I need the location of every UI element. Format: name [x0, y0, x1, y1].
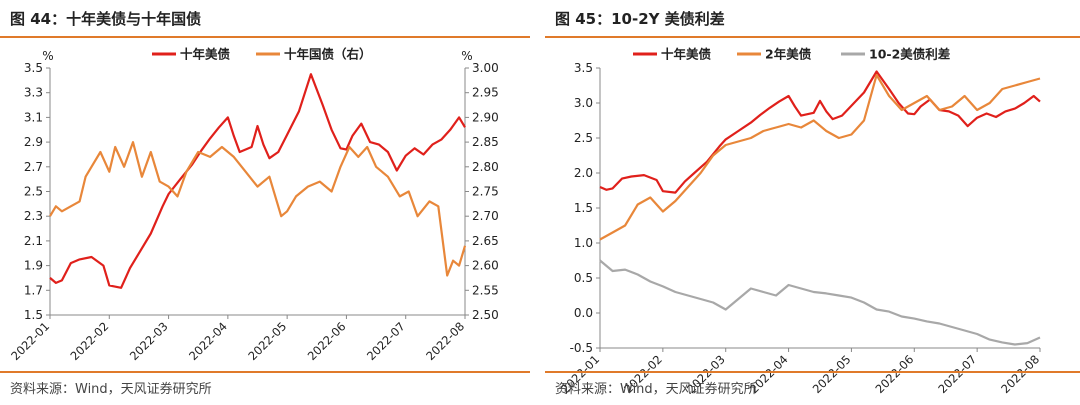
y-tick-label: 2.5 — [24, 185, 43, 199]
y-tick-label: 1.7 — [24, 283, 43, 297]
y-tick-label: 1.5 — [574, 201, 593, 215]
y-unit-label: % — [42, 49, 53, 63]
x-tick-label: 2022-08 — [423, 319, 467, 363]
y-tick-label: -0.5 — [570, 341, 593, 355]
series-line-2 — [49, 141, 467, 277]
y2-tick-label: 2.90 — [472, 110, 499, 124]
x-tick-label: 2022-08 — [998, 352, 1042, 396]
figure-title: 图 45：10-2Y 美债利差 — [555, 10, 725, 28]
y2-tick-label: 2.80 — [472, 160, 499, 174]
series-line-1 — [49, 73, 466, 289]
series-line-3 — [599, 259, 1041, 346]
legend-label-2: 2年美债 — [765, 47, 812, 62]
x-tick-label: 2022-04 — [186, 319, 230, 363]
y-tick-label: 0.0 — [574, 306, 593, 320]
y2-tick-label: 2.60 — [472, 259, 499, 273]
y-tick-label: 0.5 — [574, 271, 593, 285]
y-tick-label: 3.5 — [574, 61, 593, 75]
source-note: 资料来源：Wind，天风证券研究所 — [10, 382, 212, 397]
figure-title: 图 44：十年美债与十年国债 — [10, 10, 202, 28]
chart-10y-ust-vs-cgb: 1.5 1.7 1.9 2.1 2.3 2.5 2.7 2.9 3.1 3.3 3.5 2.50 2.5… — [8, 47, 499, 364]
y-tick-label: 3.1 — [24, 110, 43, 124]
legend-label-1: 十年美债 — [661, 47, 712, 62]
x-tick-label: 2022-02 — [68, 319, 112, 363]
y2-tick-label: 2.70 — [472, 209, 499, 223]
y2-tick-label: 2.50 — [472, 308, 499, 322]
series-line-1 — [599, 70, 1041, 194]
x-tick-label: 2022-05 — [810, 352, 854, 396]
legend-label-3: 10-2美债利差 — [869, 47, 950, 62]
x-tick-label: 2022-07 — [364, 319, 408, 363]
title-rule — [0, 36, 530, 38]
y2-tick-label: 2.85 — [472, 135, 499, 149]
source-rule — [0, 371, 530, 373]
x-tick-label: 2022-06 — [305, 319, 349, 363]
x-tick-label: 2022-03 — [127, 319, 171, 363]
y-tick-label: 2.1 — [24, 234, 43, 248]
y-tick-label: 3.3 — [24, 86, 43, 100]
x-tick-label: 2022-01 — [8, 319, 52, 363]
y-tick-label: 2.0 — [574, 166, 593, 180]
y2-tick-label: 2.75 — [472, 185, 499, 199]
y2-unit-label: % — [461, 49, 472, 63]
legend-label-1: 十年美债 — [180, 47, 231, 62]
y2-tick-label: 2.65 — [472, 234, 499, 248]
y2-tick-label: 2.55 — [472, 283, 499, 297]
legend-label-2: 十年国债（右） — [284, 47, 372, 62]
y-tick-label: 1.0 — [574, 236, 593, 250]
y2-tick-label: 3.00 — [472, 61, 499, 75]
y2-tick-label: 2.95 — [472, 86, 499, 100]
y-tick-label: 2.5 — [574, 131, 593, 145]
y-tick-label: 2.9 — [24, 135, 43, 149]
y-tick-label: 2.3 — [24, 209, 43, 223]
x-tick-label: 2022-06 — [873, 352, 917, 396]
y-tick-label: 1.9 — [24, 259, 43, 273]
title-rule — [545, 36, 1080, 38]
y-tick-label: 2.7 — [24, 160, 43, 174]
source-rule — [545, 371, 1080, 373]
x-tick-label: 2022-07 — [935, 352, 979, 396]
y-tick-label: 3.5 — [24, 61, 43, 75]
source-note: 资料来源：Wind，天风证券研究所 — [555, 382, 757, 397]
y-tick-label: 1.5 — [24, 308, 43, 322]
chart-panel-left: 图 44：十年美债与十年国债 1.5 1.7 1.9 2.1 2.3 2.5 2.7 2.9 3… — [0, 0, 530, 405]
y-tick-label: 3.0 — [574, 96, 593, 110]
chart-panel-right: 图 45：10-2Y 美债利差 -0.5 0.0 0.5 1.0 1.5 2.0 2.5 3.… — [545, 0, 1080, 405]
x-tick-label: 2022-05 — [245, 319, 289, 363]
series-line-2 — [599, 73, 1041, 241]
